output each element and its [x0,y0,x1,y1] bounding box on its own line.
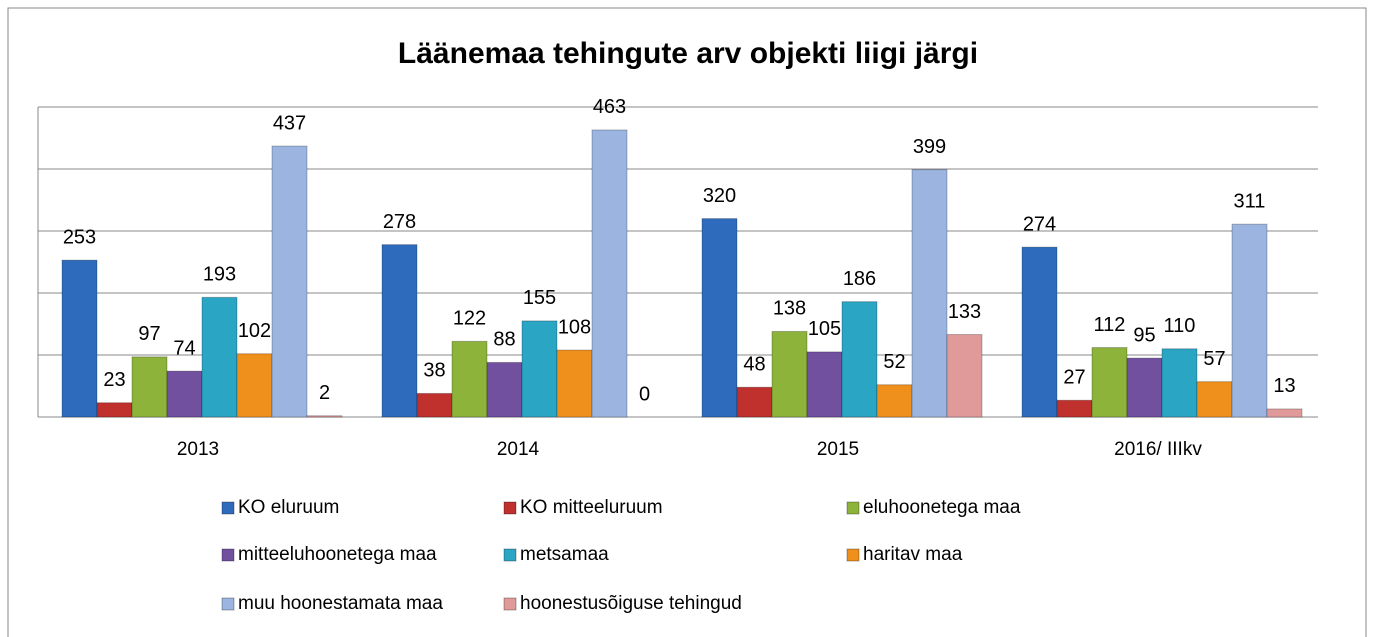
data-label: 13 [1273,375,1295,397]
bar [1161,348,1198,418]
data-label: 112 [1094,314,1126,336]
bar [701,218,738,418]
legend-swatch [503,548,517,562]
x-tick-label: 2014 [497,439,540,460]
data-label: 320 [703,185,736,207]
data-label: 105 [808,318,841,340]
legend-label: KO mitteeluruum [520,497,663,518]
bar [1266,408,1303,418]
legend-swatch [221,501,235,515]
bar [201,296,238,418]
bar [1231,223,1268,418]
legend-label: eluhoonetega maa [863,497,1021,518]
bar [736,386,773,418]
legend-swatch [221,597,235,611]
bar [911,169,948,418]
data-label: 399 [913,136,946,158]
data-label: 186 [843,268,876,290]
legend-label: mitteeluhoonetega maa [238,544,437,565]
data-label: 88 [493,329,515,351]
legend-swatch [846,501,860,515]
bar [451,340,488,418]
x-tick-label: 2016/ IIIkv [1114,439,1202,460]
bar [591,129,628,418]
bar [946,334,983,418]
legend-label: haritav maa [863,544,963,565]
bar [61,259,98,418]
data-label: 122 [453,308,486,330]
data-label: 27 [1063,367,1085,389]
data-label: 110 [1164,315,1196,337]
data-label: 138 [773,298,806,320]
data-label: 311 [1234,190,1266,212]
data-label: 57 [1203,348,1225,370]
bar [1091,347,1128,418]
bar [841,301,878,418]
bar [876,384,913,418]
frame [7,7,1367,637]
legend-swatch [846,548,860,562]
data-label: 23 [103,369,125,391]
chart-title: Läänemaa tehingute arv objekti liigi jär… [398,37,978,70]
bar [381,244,418,418]
data-label: 437 [273,112,306,134]
bar [1056,399,1093,418]
data-label: 274 [1023,213,1056,235]
data-label: 52 [883,351,905,373]
legend-label: muu hoonestamata maa [238,593,443,614]
data-label: 0 [639,383,650,405]
bar [271,145,308,418]
data-label: 95 [1133,324,1155,346]
data-label: 38 [423,360,445,382]
legend-label: KO eluruum [238,497,339,518]
bar [486,361,523,418]
data-label: 133 [948,301,981,323]
data-label: 108 [558,316,591,338]
data-label: 193 [203,264,236,286]
bar [1021,246,1058,418]
data-label: 97 [138,323,160,345]
data-label: 278 [383,211,416,233]
x-tick-label: 2013 [177,439,219,460]
data-label: 102 [238,320,271,342]
legend-swatch [503,597,517,611]
data-label: 2 [319,382,330,404]
bar [236,353,273,418]
bar [521,320,558,418]
legend-label: metsamaa [520,544,609,565]
data-label: 155 [523,287,556,309]
x-tick-label: 2015 [817,439,859,460]
data-label: 74 [173,337,195,359]
bar [556,349,593,418]
bar [416,392,453,418]
bar [1196,381,1233,418]
bar [96,402,133,418]
data-label: 253 [63,226,96,248]
legend-label: hoonestusõiguse tehingud [520,593,742,614]
legend-swatch [503,501,517,515]
data-label: 463 [593,96,626,118]
bar [1126,357,1163,418]
bar [806,351,843,418]
data-label: 48 [743,354,765,376]
bar [166,370,203,418]
bar [131,356,168,418]
legend-swatch [221,548,235,562]
bar [771,330,808,418]
bar [306,415,343,418]
